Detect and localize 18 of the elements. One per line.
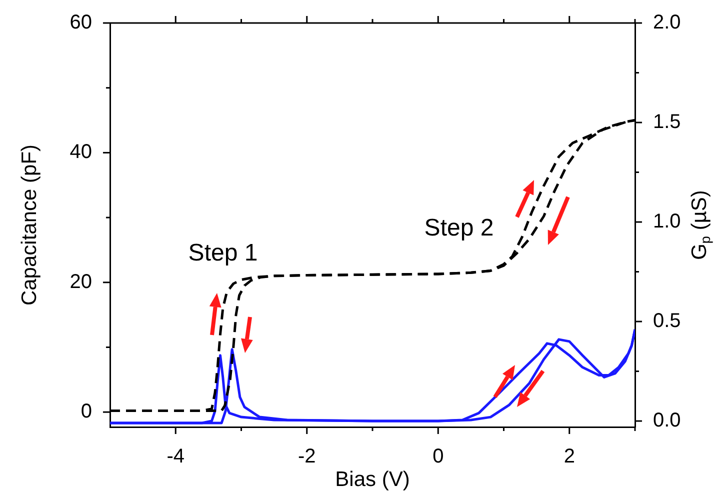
y-tick-label: 20 — [70, 270, 92, 293]
y2-axis-title: Gp (µS) — [688, 190, 714, 260]
y2-tick-label: 0.5 — [653, 310, 681, 332]
y-tick-label: 40 — [70, 141, 92, 164]
x-axis-title: Bias (V) — [335, 468, 410, 491]
annotation: Step 2 — [424, 214, 494, 242]
y-axis-title: Capacitance (pF) — [18, 144, 41, 306]
annotation: Step 1 — [188, 240, 258, 267]
x-tick-label: -4 — [166, 446, 185, 468]
y-tick-label: 60 — [70, 12, 92, 34]
x-tick-label: 0 — [432, 446, 444, 468]
y2-tick-label: 2.0 — [653, 12, 681, 34]
y2-tick-label: 0.0 — [653, 410, 681, 432]
x-tick-label: 2 — [564, 446, 575, 468]
y2-tick-label: 1.0 — [653, 210, 681, 233]
y-tick-label: 0 — [80, 400, 92, 423]
y2-tick-label: 1.5 — [653, 111, 681, 134]
x-tick-label: -2 — [298, 446, 316, 468]
